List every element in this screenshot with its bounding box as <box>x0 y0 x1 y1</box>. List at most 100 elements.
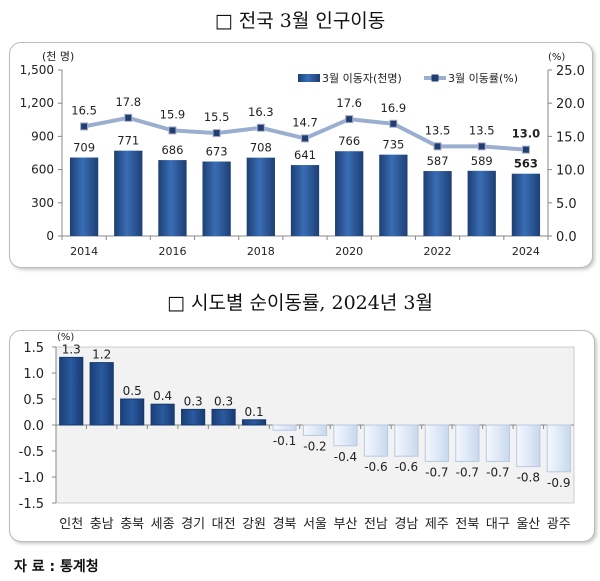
x-tick-label: 제주 <box>425 517 449 532</box>
legend-line-marker <box>431 74 439 82</box>
bar-2021 <box>379 154 408 236</box>
x-tick-label: 인천 <box>59 517 83 532</box>
bar-2024 <box>511 173 541 236</box>
right-tick-label: 20.0 <box>556 97 585 112</box>
legend-bar-label: 3월 이동자(천명) <box>322 71 402 85</box>
bar-value-label: -0.4 <box>334 450 357 464</box>
bar-2015 <box>114 150 143 236</box>
bar-대구 <box>485 424 510 462</box>
bar-value-label: -0.6 <box>395 460 418 474</box>
x-tick-label: 서울 <box>303 517 327 532</box>
x-tick-label: 전북 <box>455 517 479 532</box>
left-tick-label: 900 <box>31 129 54 143</box>
rate-value-label: 16.9 <box>381 101 407 115</box>
bar-value-label: -0.7 <box>486 465 509 479</box>
bar-value-label: 0.3 <box>214 394 233 408</box>
bar-value-label: 686 <box>161 143 183 157</box>
bar-value-label: -0.2 <box>303 439 326 453</box>
rate-value-label: 13.5 <box>425 123 451 137</box>
x-tick-label: 2014 <box>70 245 98 258</box>
bar-value-label: 766 <box>338 134 360 148</box>
bar-세종 <box>150 403 175 426</box>
bar-부산 <box>333 424 358 447</box>
left-tick-label: 1,500 <box>20 63 54 77</box>
bar-2016 <box>158 160 187 236</box>
x-tick-label: 충북 <box>120 517 144 532</box>
bar-2022 <box>423 171 452 236</box>
bar-value-label: 641 <box>294 148 316 162</box>
x-tick-label: 세종 <box>151 517 175 532</box>
right-unit-label: (%) <box>548 52 565 63</box>
right-tick-label: 5.0 <box>556 197 577 212</box>
rate-marker <box>301 134 309 143</box>
rate-marker <box>433 142 442 151</box>
x-tick-label: 경기 <box>181 517 205 532</box>
bar-value-label: 0.3 <box>184 394 203 408</box>
bar-value-label: -0.1 <box>273 434 296 448</box>
rate-value-label: 13.0 <box>512 127 540 141</box>
x-tick-label: 2024 <box>512 245 540 258</box>
legend-line-label: 3월 이동률(%) <box>448 72 518 85</box>
y-tick-label: 1.0 <box>23 367 44 382</box>
x-tick-label: 2020 <box>335 245 363 258</box>
bar-대전 <box>211 408 236 426</box>
bar-value-label: 735 <box>382 138 404 152</box>
left-tick-label: 600 <box>31 163 54 177</box>
x-tick-label: 부산 <box>334 517 358 532</box>
rate-value-label: 13.5 <box>469 123 495 137</box>
y-tick-label: 0.5 <box>23 393 44 408</box>
rate-marker <box>80 122 89 131</box>
y-tick-label: -1.5 <box>19 497 44 512</box>
rate-marker <box>345 115 354 124</box>
bar-광주 <box>546 424 571 473</box>
x-tick-label: 2022 <box>424 245 452 258</box>
bar-value-label: 708 <box>250 141 272 155</box>
rate-marker <box>477 142 486 151</box>
bar-value-label: 563 <box>514 157 538 171</box>
bar-value-label: -0.7 <box>425 465 448 479</box>
bar-value-label: 0.5 <box>123 384 142 398</box>
bar-value-label: 1.2 <box>92 348 111 362</box>
bar-value-label: 589 <box>471 154 493 168</box>
y-tick-label: -0.5 <box>19 445 44 460</box>
x-tick-label: 2018 <box>247 245 275 258</box>
bar-충남 <box>89 362 114 426</box>
x-tick-label: 경북 <box>273 517 297 532</box>
x-tick-label: 전남 <box>364 517 388 532</box>
y-tick-label: 1.5 <box>23 341 44 356</box>
x-tick-label: 경남 <box>394 517 418 532</box>
bar-2014 <box>69 157 99 236</box>
bar-경북 <box>272 424 297 431</box>
bar-울산 <box>516 424 541 468</box>
bar-제주 <box>424 424 449 462</box>
bar-value-label: 587 <box>427 154 449 168</box>
bar-2020 <box>335 151 364 236</box>
bar-value-label: -0.8 <box>517 471 540 485</box>
bar-value-label: -0.7 <box>456 465 479 479</box>
rate-marker <box>256 123 265 132</box>
x-tick-label: 대전 <box>212 517 236 532</box>
bar-value-label: -0.6 <box>364 460 387 474</box>
bar-전북 <box>455 424 480 462</box>
left-unit-label: (천 명) <box>42 49 74 63</box>
unit-label: (%) <box>57 332 74 343</box>
y-tick-label: -1.0 <box>19 471 44 486</box>
rate-value-label: 17.8 <box>115 95 141 109</box>
rate-value-label: 15.5 <box>204 110 230 124</box>
x-tick-label: 강원 <box>242 517 266 532</box>
left-tick-label: 0 <box>46 229 54 243</box>
right-tick-label: 0.0 <box>556 230 577 245</box>
chart1-title: □ 전국 3월 인구이동 <box>214 10 386 32</box>
x-tick-label: 2016 <box>158 245 186 258</box>
bar-인천 <box>59 356 84 426</box>
bar-2019 <box>290 165 320 236</box>
rate-value-label: 14.7 <box>292 115 318 129</box>
source-note: 자 료 : 통계청 <box>14 559 99 575</box>
rate-marker <box>124 113 133 122</box>
chart2-title: □ 시도별 순이동률, 2024년 3월 <box>167 292 433 314</box>
y-tick-label: 0.0 <box>23 419 44 434</box>
rate-marker <box>521 145 530 154</box>
x-tick-label: 대구 <box>486 517 510 532</box>
bar-충북 <box>120 398 145 426</box>
x-tick-label: 광주 <box>547 517 571 532</box>
